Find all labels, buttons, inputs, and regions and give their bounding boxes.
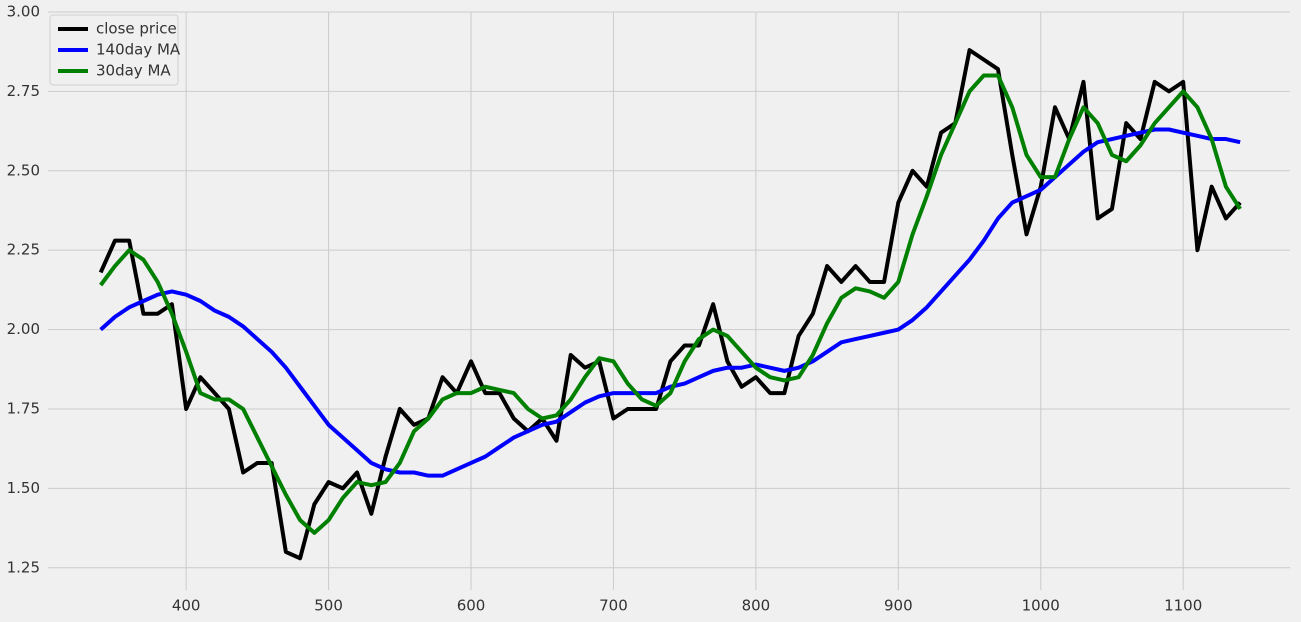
x-tick-label: 500	[314, 597, 343, 615]
y-tick-label: 2.25	[7, 241, 40, 259]
series-line	[98, 48, 1242, 561]
y-tick-label: 1.50	[7, 479, 40, 497]
x-tick-label: 800	[742, 597, 771, 615]
x-tick-label: 900	[884, 597, 913, 615]
series-line	[99, 73, 1242, 535]
series-line	[99, 127, 1241, 478]
y-tick-label: 2.00	[7, 320, 40, 338]
y-tick-label: 2.75	[7, 82, 40, 100]
legend-label: 140day MA	[96, 41, 181, 59]
y-tick-label: 3.00	[7, 3, 40, 21]
legend-label: close price	[96, 20, 177, 38]
x-tick-label: 400	[172, 597, 201, 615]
legend: close price 140day MA 30day MA	[49, 14, 181, 86]
x-tick-label: 1100	[1164, 597, 1202, 615]
legend-box	[49, 14, 179, 86]
x-tick-label: 1000	[1022, 597, 1060, 615]
y-tick-label: 2.50	[7, 161, 40, 179]
legend-label: 30day MA	[96, 62, 171, 80]
y-tick-label: 1.25	[7, 558, 40, 576]
x-tick-label: 600	[457, 597, 486, 615]
x-tick-label: 700	[599, 597, 628, 615]
y-tick-label: 1.75	[7, 399, 40, 417]
